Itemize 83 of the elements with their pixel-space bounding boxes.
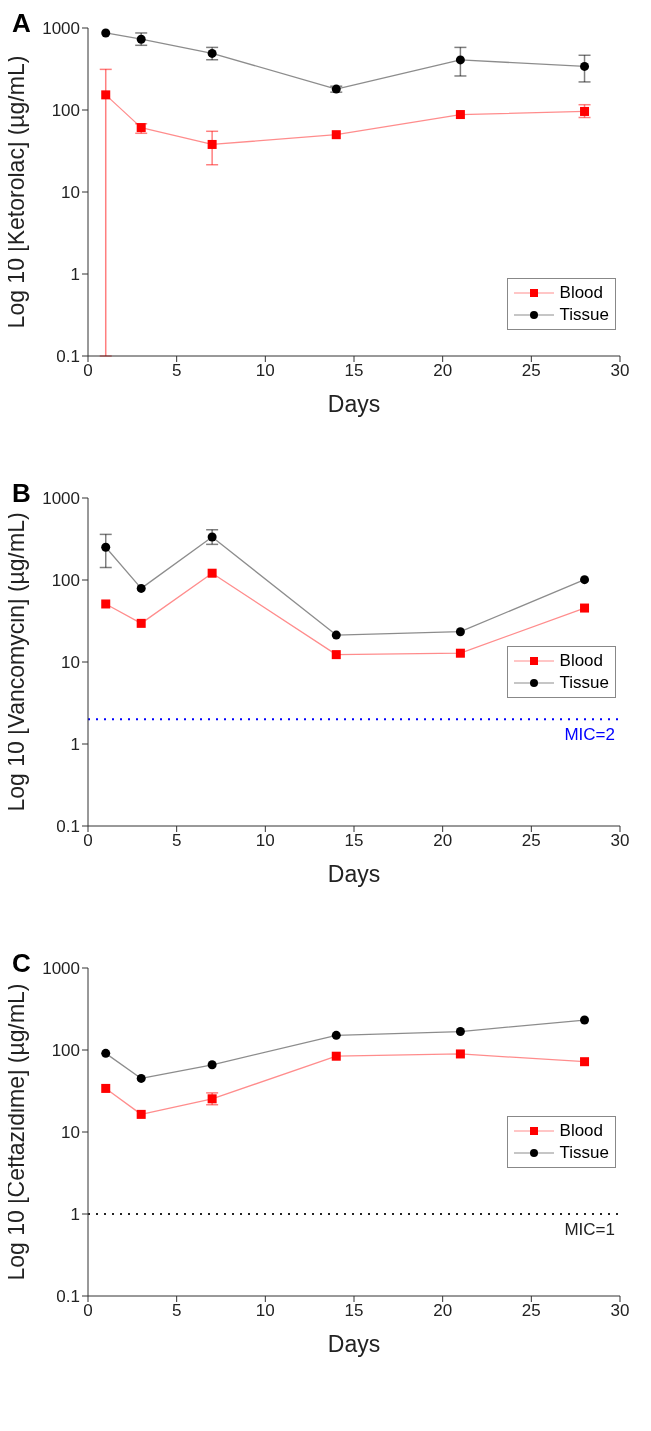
x-tick-label: 20 — [433, 361, 453, 381]
x-tick-label: 5 — [171, 361, 182, 381]
x-tick-label: 25 — [521, 1301, 541, 1321]
legend-label: Blood — [559, 282, 604, 304]
point — [455, 55, 465, 65]
y-tick-label: 1 — [70, 735, 80, 755]
x-tick-label: 5 — [171, 831, 182, 851]
y-tick-label: 0.1 — [56, 347, 80, 367]
point — [101, 599, 111, 609]
legend-label: Tissue — [559, 1142, 609, 1164]
point — [136, 583, 146, 593]
point — [101, 1048, 111, 1058]
point — [331, 630, 341, 640]
x-tick-label: 30 — [610, 361, 630, 381]
x-tick-label: 30 — [610, 831, 630, 851]
x-tick-label: 30 — [610, 1301, 630, 1321]
x-tick-label: 0 — [83, 831, 93, 851]
legend-label: Tissue — [559, 672, 609, 694]
chart-title: B — [12, 478, 31, 509]
x-axis-title: Days — [327, 861, 381, 887]
point — [101, 90, 111, 100]
ref-line-label: MIC=1 — [564, 1220, 615, 1239]
point — [331, 130, 341, 140]
y-tick-label: 1000 — [42, 489, 80, 509]
x-tick-label: 0 — [83, 361, 93, 381]
x-tick-label: 15 — [344, 361, 364, 381]
point — [136, 618, 146, 628]
y-axis-title: Log 10 [Vancomycin] (µg/mL) — [3, 512, 30, 812]
x-tick-label: 15 — [344, 1301, 364, 1321]
point — [101, 28, 111, 38]
x-tick-label: 10 — [255, 361, 275, 381]
y-tick-label: 1000 — [42, 19, 80, 39]
y-tick-label: 100 — [51, 101, 80, 121]
point — [580, 575, 590, 585]
point — [580, 1057, 590, 1067]
point — [580, 603, 590, 613]
point — [331, 650, 341, 660]
chart-title: C — [12, 948, 31, 979]
y-axis-title: Log 10 [Ceftazidime] (µg/mL) — [3, 983, 30, 1281]
x-tick-label: 5 — [171, 1301, 182, 1321]
y-tick-label: 100 — [51, 571, 80, 591]
ref-line-label: MIC=2 — [564, 725, 615, 745]
point — [580, 61, 590, 71]
point — [455, 627, 465, 637]
x-axis-title: Days — [327, 1331, 381, 1357]
y-tick-label: 0.1 — [56, 1287, 80, 1307]
x-tick-label: 15 — [344, 831, 364, 851]
point — [331, 1051, 341, 1061]
point — [455, 1049, 465, 1059]
y-tick-label: 1 — [70, 265, 80, 285]
point — [580, 1015, 590, 1025]
point — [455, 110, 465, 120]
chart-title: A — [12, 8, 31, 39]
legend-label: Blood — [559, 650, 604, 672]
x-tick-label: 20 — [433, 1301, 453, 1321]
x-tick-label: 25 — [521, 831, 541, 851]
y-tick-label: 100 — [51, 1041, 80, 1061]
point — [136, 1073, 146, 1083]
y-tick-label: 10 — [61, 183, 80, 203]
x-axis-title: Days — [327, 391, 381, 417]
x-tick-label: 10 — [255, 831, 275, 851]
point — [207, 532, 217, 542]
point — [101, 542, 111, 552]
x-tick-label: 0 — [83, 1301, 93, 1321]
point — [136, 1109, 146, 1119]
y-tick-label: 1000 — [42, 959, 80, 979]
point — [455, 648, 465, 658]
x-tick-label: 20 — [433, 831, 453, 851]
point — [101, 1083, 111, 1093]
point — [207, 139, 217, 149]
x-tick-label: 10 — [255, 1301, 275, 1321]
y-tick-label: 1 — [70, 1205, 80, 1225]
point — [331, 1030, 341, 1040]
point — [455, 1027, 465, 1037]
y-tick-label: 10 — [61, 653, 80, 673]
point — [207, 1060, 217, 1070]
y-tick-label: 10 — [61, 1123, 80, 1143]
y-axis-title: Log 10 [Ketorolac] (µg/mL) — [3, 55, 30, 329]
x-tick-label: 25 — [521, 361, 541, 381]
legend-label: Blood — [559, 1120, 604, 1142]
y-tick-label: 0.1 — [56, 817, 80, 837]
legend-label: Tissue — [559, 304, 609, 326]
point — [207, 568, 217, 578]
